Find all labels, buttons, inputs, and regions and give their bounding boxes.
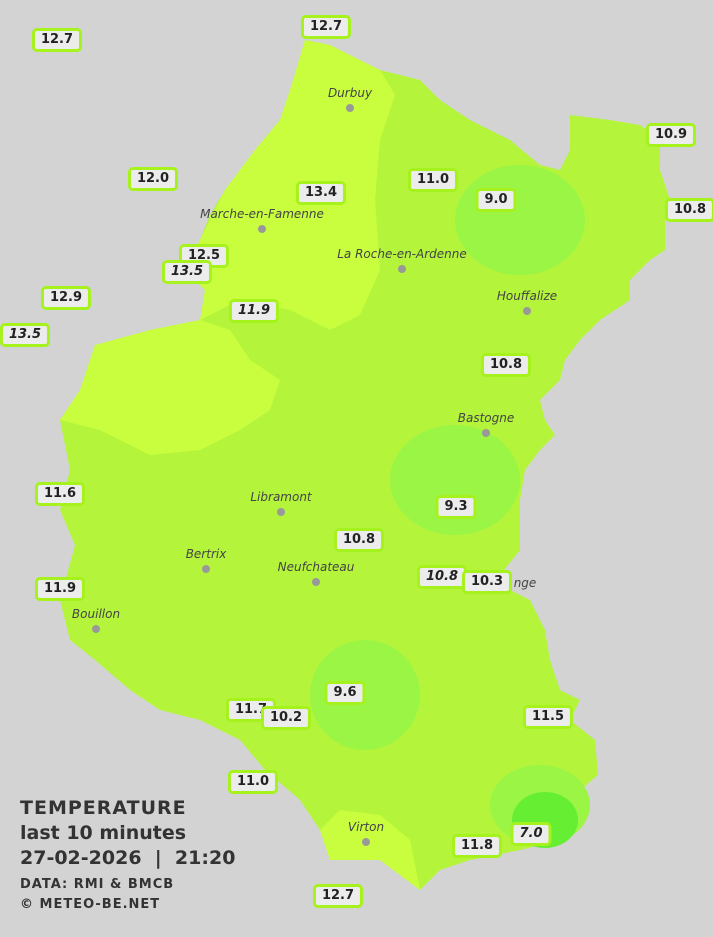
station-reading[interactable]: 11.9: [228, 299, 280, 323]
legend-subtitle: last 10 minutes: [20, 822, 187, 844]
city-label: Durbuy: [327, 86, 373, 100]
city-dot: [362, 838, 370, 846]
city-label: Virton: [347, 820, 385, 834]
city-dot: [202, 565, 210, 573]
station-reading[interactable]: 12.9: [40, 286, 92, 310]
city-label: Libramont: [250, 490, 312, 504]
city-label: La Roche-en-Ardenne: [337, 247, 467, 261]
station-reading[interactable]: 9.0: [475, 188, 517, 212]
city-label: Bertrix: [185, 547, 227, 561]
station-reading[interactable]: 11.0: [227, 770, 279, 794]
city-label: Neufchateau: [277, 560, 355, 574]
station-reading[interactable]: 11.8: [451, 834, 503, 858]
station-reading[interactable]: 11.5: [522, 705, 574, 729]
station-reading[interactable]: 10.8: [480, 353, 532, 377]
city-dot: [482, 429, 490, 437]
city-label: Bouillon: [71, 607, 121, 621]
station-reading[interactable]: 10.8: [416, 565, 468, 589]
station-reading[interactable]: 10.8: [333, 528, 385, 552]
cool-zone-bastogne: [390, 425, 520, 535]
city-label: Bastogne: [457, 411, 515, 425]
station-reading[interactable]: 12.7: [312, 884, 364, 908]
station-reading[interactable]: 11.0: [407, 168, 459, 192]
station-reading[interactable]: 10.8: [664, 198, 713, 222]
station-reading[interactable]: 7.0: [510, 822, 552, 846]
city-label: nge: [513, 576, 537, 590]
city-dot: [346, 104, 354, 112]
city-label: Marche-en-Famenne: [200, 207, 324, 221]
city-dot: [92, 625, 100, 633]
cool-zone-northeast: [455, 165, 585, 275]
warm-zone-north: [185, 40, 395, 330]
city-label: Houffalize: [496, 289, 558, 303]
station-reading[interactable]: 13.5: [161, 260, 213, 284]
city-dot: [523, 307, 531, 315]
warm-zone-west: [60, 320, 280, 455]
city-dot: [258, 225, 266, 233]
legend-datetime: 27-02-2026 | 21:20: [20, 847, 236, 869]
station-reading[interactable]: 11.6: [34, 482, 86, 506]
station-reading[interactable]: 10.2: [260, 706, 312, 730]
station-reading[interactable]: 9.6: [324, 681, 366, 705]
station-reading[interactable]: 9.3: [435, 495, 477, 519]
station-reading[interactable]: 12.0: [127, 167, 179, 191]
legend: TEMPERATURE last 10 minutes 27-02-2026 |…: [20, 796, 235, 915]
warm-zone-south: [320, 810, 420, 890]
station-reading[interactable]: 11.9: [34, 577, 86, 601]
legend-copyright: © METEO-BE.NET: [20, 897, 161, 912]
city-dot: [398, 265, 406, 273]
city-dot: [312, 578, 320, 586]
station-reading[interactable]: 12.7: [31, 28, 83, 52]
station-reading[interactable]: 13.5: [0, 323, 51, 347]
legend-title: TEMPERATURE: [20, 797, 187, 819]
station-reading[interactable]: 13.4: [295, 181, 347, 205]
station-reading[interactable]: 10.3: [461, 570, 513, 594]
city-dot: [277, 508, 285, 516]
legend-source: DATA: RMI & BMCB: [20, 877, 175, 892]
station-reading[interactable]: 12.7: [300, 15, 352, 39]
station-reading[interactable]: 10.9: [645, 123, 697, 147]
